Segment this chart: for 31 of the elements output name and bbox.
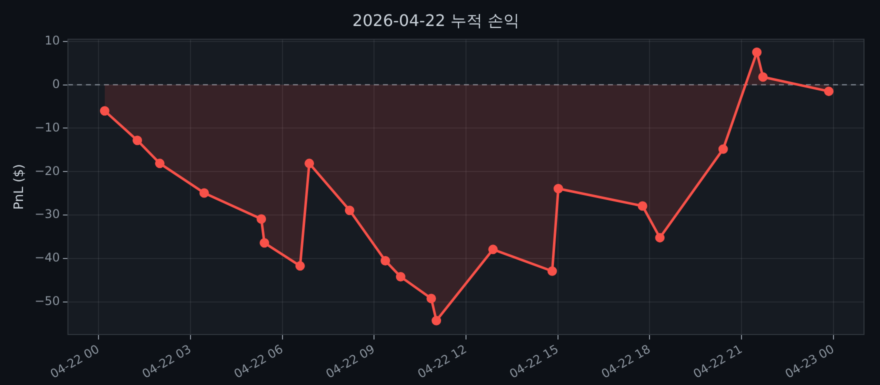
point (758, 72, 768, 82)
point (295, 261, 305, 271)
point (155, 158, 165, 168)
point (638, 201, 648, 211)
y-tick-label: −20 (34, 164, 60, 178)
point (260, 238, 270, 248)
y-tick-label: −50 (34, 294, 60, 308)
y-tick-label: −10 (34, 120, 60, 134)
point (655, 232, 665, 242)
y-tick-label: 10 (44, 33, 60, 48)
point (554, 184, 564, 194)
point (344, 206, 354, 216)
point (304, 158, 314, 168)
point (132, 136, 142, 146)
y-axis-title: PnL ($) (12, 164, 28, 210)
point (199, 188, 209, 198)
point (256, 214, 266, 224)
y-tick-label: 0 (52, 76, 60, 91)
y-tick-label: −30 (34, 207, 60, 222)
point (824, 86, 834, 96)
point (100, 106, 110, 116)
point (752, 47, 762, 57)
y-tick-label: −40 (34, 250, 60, 265)
point (396, 272, 406, 282)
point (488, 244, 498, 254)
chart-title: 2026-04-22 누적 손익 (352, 10, 520, 30)
point (380, 256, 390, 266)
point (718, 144, 728, 154)
point (547, 266, 557, 276)
point (426, 294, 436, 304)
point (432, 316, 442, 326)
